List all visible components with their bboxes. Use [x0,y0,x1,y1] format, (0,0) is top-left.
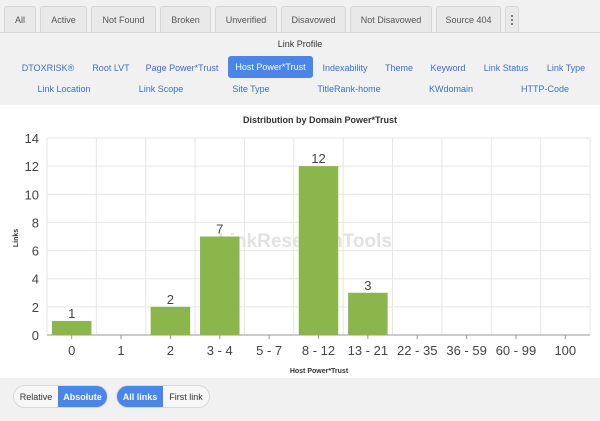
bar-value-label: 2 [167,292,174,307]
x-tick-label: 1 [117,343,124,358]
bar-value-label: 3 [364,278,371,293]
relative-button[interactable]: Relative [19,391,53,402]
bar[interactable] [51,320,92,335]
first-link-button[interactable]: First link [169,391,203,402]
tab-broken[interactable]: Broken [160,6,211,32]
pill-site-type[interactable]: Site Type [232,83,270,94]
bar[interactable] [150,306,191,335]
pill-root-lvt[interactable]: Root LVT [92,62,130,73]
x-tick-label: 2 [167,343,174,358]
bar[interactable] [200,236,240,336]
y-axis-label: Links [13,229,20,247]
y-tick-label: 0 [32,328,39,343]
pill-link-scope[interactable]: Link Scope [138,83,184,94]
tab-bar: All Active Not Found Broken Unverified D… [0,0,600,33]
link-profile-panel: Link Profile DTOXRISK® Root LVT Page Pow… [0,33,600,105]
pill-link-location[interactable]: Link Location [37,83,91,94]
bar[interactable] [348,292,388,335]
x-tick-label: 0 [68,343,75,358]
bar-value-label: 7 [216,222,223,237]
all-links-button[interactable]: All links [117,386,163,407]
pill-link-status[interactable]: Link Status [483,62,529,73]
absolute-button[interactable]: Absolute [58,386,107,407]
pill-theme[interactable]: Theme [384,62,413,73]
x-axis-ticks: 0 1 2 3 - 4 5 - 7 8 - 12 13 - 21 22 - 35 36 - 59… [68,335,576,358]
pill-link-type[interactable]: Link Type [546,62,586,73]
pill-dtoxrisk[interactable]: DTOXRISK® [21,62,75,73]
pill-host-power-trust[interactable]: Host Power*Trust [228,56,313,78]
tab-not-disavowed[interactable]: Not Disavowed [350,6,432,32]
y-tick-label: 2 [32,300,39,315]
tab-active[interactable]: Active [40,6,87,32]
tab-unverified[interactable]: Unverified [215,6,277,32]
y-tick-label: 8 [32,215,39,230]
x-tick-label: 22 - 35 [397,343,437,358]
tab-not-found[interactable]: Not Found [91,6,156,32]
x-axis-label: Host Power*Trust [290,368,349,375]
y-tick-label: 10 [25,187,39,202]
pill-http-code[interactable]: HTTP-Code [520,83,569,94]
pill-page-power-trust[interactable]: Page Power*Trust [145,62,219,73]
y-tick-label: 12 [25,159,39,174]
y-tick-label: 14 [25,131,39,146]
x-tick-label: 13 - 21 [348,343,388,358]
pill-keyword[interactable]: Keyword [430,62,466,73]
y-tick-label: 6 [32,244,39,259]
pill-kwdomain[interactable]: KWdomain [428,83,473,94]
x-tick-label: 3 - 4 [207,343,233,358]
pill-indexability[interactable]: Indexability [322,62,368,73]
chart-bars [51,166,388,336]
tab-disavowed[interactable]: Disavowed [281,6,346,32]
x-tick-label: 60 - 99 [496,343,536,358]
bar-value-label: 1 [68,306,75,321]
bar-value-label: 12 [311,151,325,166]
tab-source-404[interactable]: Source 404 [436,6,501,32]
x-tick-label: 5 - 7 [256,343,282,358]
footer-controls: Relative Absolute All links First link [0,378,600,421]
x-tick-label: 100 [554,343,576,358]
pill-titlerank-home[interactable]: TitleRank-home [317,83,381,94]
bar[interactable] [298,166,339,335]
y-tick-label: 4 [32,272,39,287]
panel-title: Link Profile [277,39,323,49]
y-axis-ticks: 0 2 4 6 8 10 12 14 [25,131,39,343]
more-tabs-icon[interactable] [505,6,519,32]
x-tick-label: 36 - 59 [446,343,486,358]
mode-toggle: Relative Absolute [14,386,107,407]
scope-toggle: All links First link [117,386,209,407]
x-tick-label: 8 - 12 [302,343,335,358]
tab-all[interactable]: All [4,6,36,32]
chart-title: Distribution by Domain Power*Trust [243,115,397,125]
